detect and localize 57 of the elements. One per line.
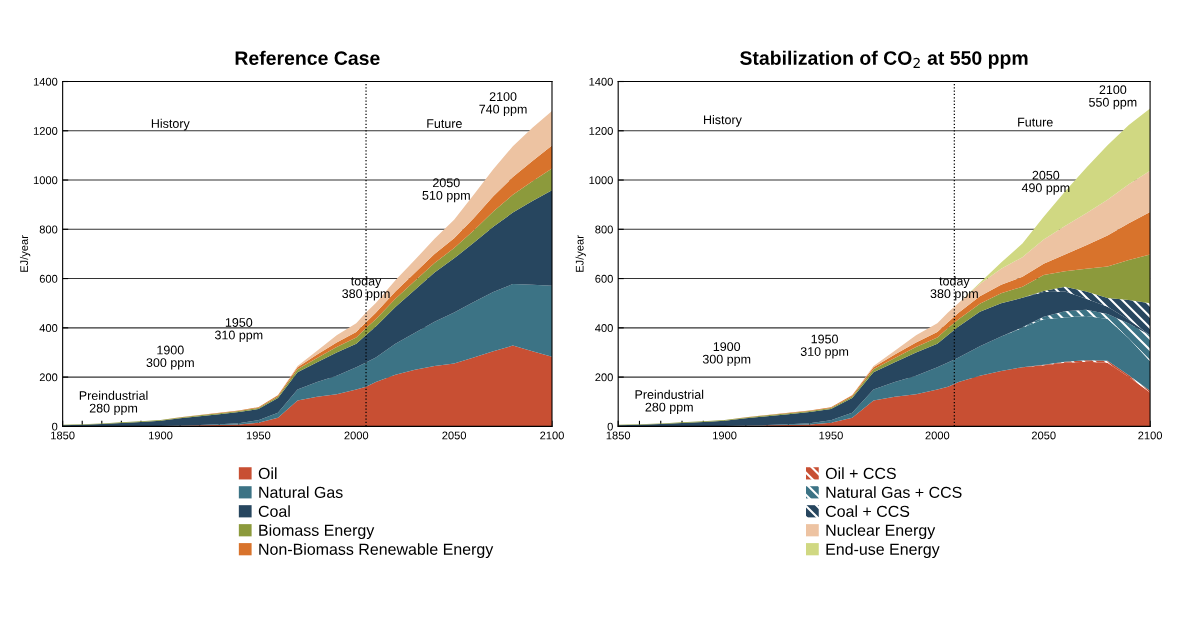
y-tick-label: 200 <box>39 373 58 382</box>
annotation: Future <box>427 119 462 128</box>
y-tick-label: 1200 <box>33 127 58 135</box>
x-tick-label: 1950 <box>246 431 271 440</box>
x-tick-label: 1900 <box>713 431 737 440</box>
legend-label: Natural Gas <box>259 486 343 499</box>
y-tick-label: 1000 <box>33 176 58 185</box>
x-tick-label: 1850 <box>606 431 631 440</box>
annotation: History <box>704 115 742 127</box>
y-tick-label: 0 <box>52 422 58 431</box>
legend-label: Oil + CCS <box>825 467 896 480</box>
x-tick-label: 1850 <box>51 431 75 440</box>
y-tick-label: 800 <box>39 225 58 234</box>
annotation: 1950 310 ppm <box>214 318 263 342</box>
x-tick-label: 1950 <box>819 431 843 440</box>
y-tick-label: 0 <box>607 422 613 431</box>
chart-title: Stabilization of CO$_{2}$ at 550 ppm <box>740 50 1028 69</box>
annotation: 2050 490 ppm <box>1021 170 1070 195</box>
annotation: Preindustrial 280 ppm <box>79 390 148 416</box>
x-tick-label: 2000 <box>925 431 950 440</box>
x-tick-label: 2050 <box>442 431 467 440</box>
y-tick-label: 1000 <box>589 176 613 185</box>
y-tick-label: 400 <box>595 324 613 332</box>
annotation: 1900 300 ppm <box>146 345 194 370</box>
legend-label: Non-Biomass Renewable Energy <box>259 543 494 559</box>
annotation: 2100 550 ppm <box>1089 85 1137 110</box>
annotation: Future <box>1018 117 1053 127</box>
annotation: today 380 ppm <box>342 276 390 301</box>
y-tick-label: 600 <box>595 274 613 283</box>
annotation: 1900 300 ppm <box>702 342 751 367</box>
x-tick-label: 2100 <box>540 431 564 440</box>
y-tick-label: 800 <box>595 225 613 234</box>
annotation: 2100 740 ppm <box>479 92 527 117</box>
y-tick-label: 600 <box>39 274 58 283</box>
legend-label: End-use Energy <box>826 543 940 559</box>
annotation: 2050 510 ppm <box>422 178 470 203</box>
legend-label: Nuclear Energy <box>826 524 936 540</box>
x-tick-label: 1900 <box>149 431 173 440</box>
x-tick-label: 2050 <box>1031 431 1056 440</box>
annotation: today 380 ppm <box>930 276 978 301</box>
legend-label: Natural Gas + CCS <box>826 486 962 499</box>
legend-label: Coal + CCS <box>825 505 910 517</box>
chart-title: Reference Case <box>235 50 380 66</box>
y-axis-title: EJ/year <box>19 235 31 272</box>
y-axis-title: EJ/year <box>575 235 586 272</box>
y-tick-label: 1200 <box>589 127 613 135</box>
legend-label: Biomass Energy <box>259 524 375 540</box>
annotation: History <box>151 118 190 131</box>
legend-label: Oil <box>258 467 277 480</box>
x-tick-label: 2000 <box>344 431 369 440</box>
y-tick-label: 200 <box>595 373 613 382</box>
y-tick-label: 1400 <box>33 77 58 86</box>
annotation: 1950 310 ppm <box>800 334 849 359</box>
legend-label: Coal <box>258 505 290 517</box>
y-tick-label: 400 <box>39 324 58 332</box>
y-tick-label: 1400 <box>589 77 613 86</box>
x-tick-label: 2100 <box>1138 431 1163 440</box>
